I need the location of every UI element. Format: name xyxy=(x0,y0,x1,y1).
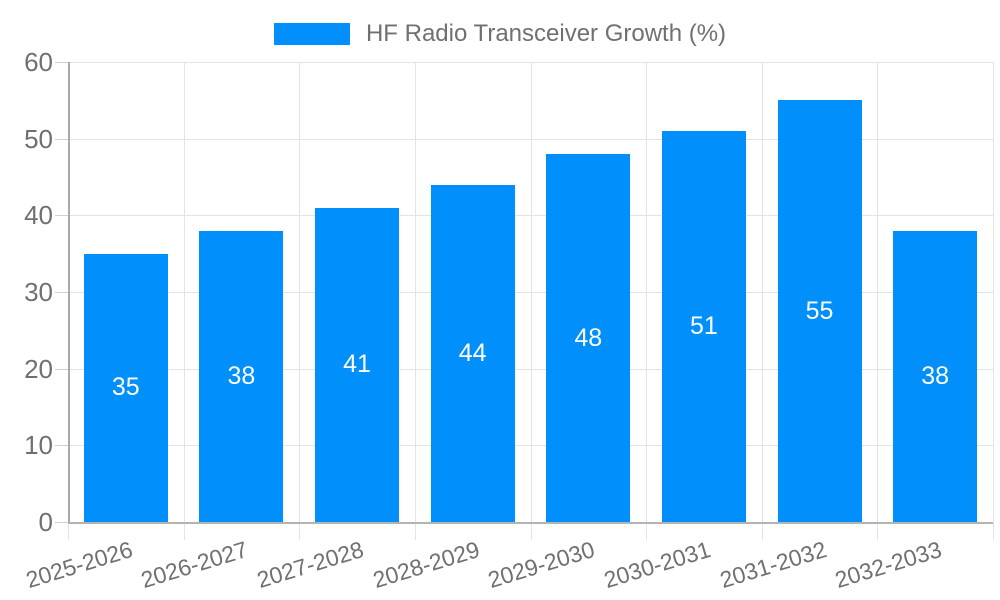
x-axis-label: 2025-2026 xyxy=(22,536,136,594)
bar-value-label: 55 xyxy=(805,296,834,325)
x-axis-label: 2030-2031 xyxy=(600,536,714,594)
y-axis-label: 0 xyxy=(38,507,53,537)
bar-value-label: 44 xyxy=(458,338,487,367)
legend-swatch-icon xyxy=(273,23,350,45)
bar[interactable]: 35 xyxy=(83,253,168,522)
gridline-vertical xyxy=(761,62,763,540)
y-axis-label: 50 xyxy=(24,123,53,154)
gridline-vertical xyxy=(993,62,994,540)
x-axis-line xyxy=(68,522,993,524)
x-axis-label: 2028-2029 xyxy=(369,536,483,594)
gridline-vertical xyxy=(299,62,301,540)
gridline-vertical xyxy=(877,62,879,540)
bar[interactable]: 41 xyxy=(315,207,400,522)
gridline-vertical xyxy=(530,62,532,540)
gridline-vertical xyxy=(183,62,185,540)
y-axis-tick xyxy=(55,522,68,523)
x-axis-label: 2031-2032 xyxy=(716,536,830,594)
bar[interactable]: 38 xyxy=(893,230,978,522)
y-axis-tick xyxy=(55,138,68,140)
bar-value-label: 51 xyxy=(690,312,718,340)
bar-value-label: 38 xyxy=(227,361,256,390)
y-axis-label: 30 xyxy=(24,277,53,307)
bar-value-label: 35 xyxy=(111,373,140,402)
bar[interactable]: 48 xyxy=(546,154,631,522)
bar-value-label: 48 xyxy=(574,323,603,352)
y-axis-tick xyxy=(55,368,68,370)
bar[interactable]: 38 xyxy=(199,230,284,522)
y-axis-line xyxy=(68,62,70,522)
bar[interactable]: 44 xyxy=(430,184,515,522)
y-axis-tick xyxy=(55,62,68,63)
y-axis-tick xyxy=(55,292,68,293)
gridline-vertical xyxy=(646,62,648,540)
gridline-vertical xyxy=(414,62,416,540)
x-axis-label: 2032-2033 xyxy=(831,536,945,594)
legend[interactable]: HF Radio Transceiver Growth (%) xyxy=(0,20,1000,48)
y-axis-label: 20 xyxy=(24,353,53,384)
x-axis-label: 2027-2028 xyxy=(253,536,367,594)
y-axis-label: 10 xyxy=(24,430,53,461)
legend-label: HF Radio Transceiver Growth (%) xyxy=(365,20,727,47)
bar-value-label: 41 xyxy=(343,350,371,379)
bar-value-label: 38 xyxy=(921,361,950,390)
x-axis-label: 2026-2027 xyxy=(138,536,252,594)
y-axis-label: 40 xyxy=(24,200,53,231)
y-axis-tick xyxy=(55,445,68,447)
y-axis-label: 60 xyxy=(24,47,53,77)
bar[interactable]: 51 xyxy=(661,131,746,522)
bar[interactable]: 55 xyxy=(777,100,862,522)
x-axis-label: 2029-2030 xyxy=(485,536,598,594)
y-axis-tick xyxy=(55,215,68,217)
